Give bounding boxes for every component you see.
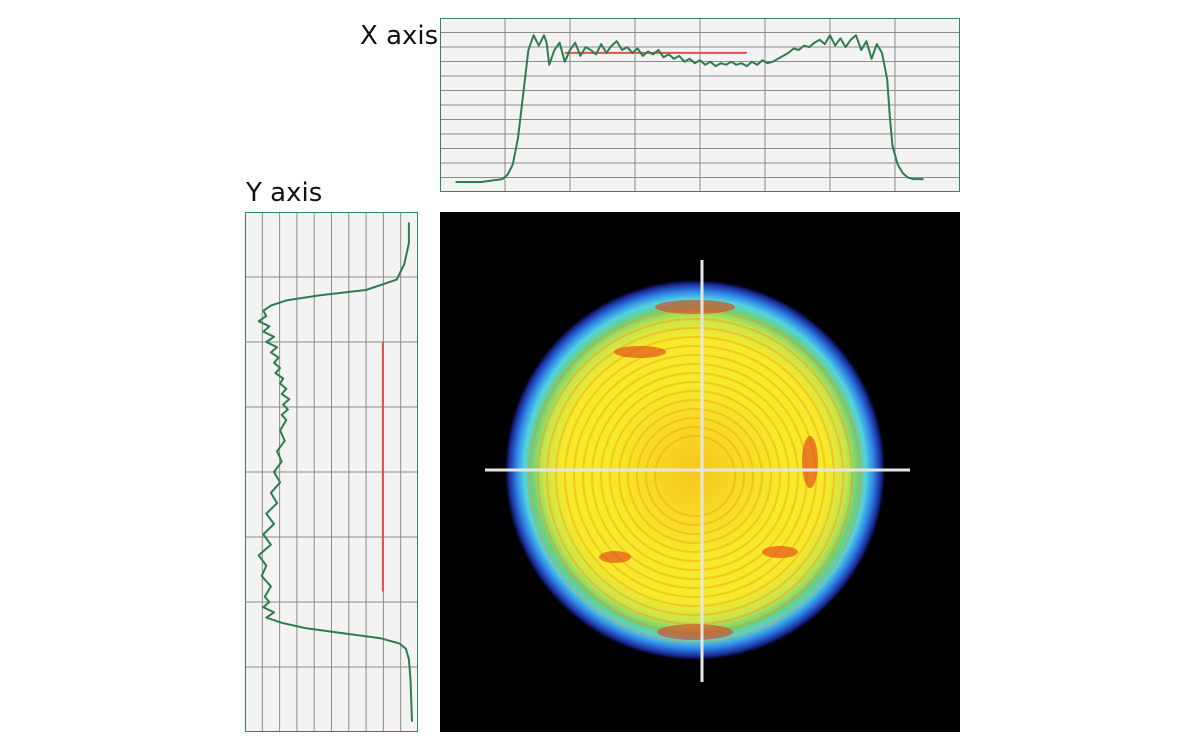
hot-spot (657, 624, 733, 640)
hot-spot (614, 346, 666, 358)
interference-ring (609, 390, 781, 562)
interference-ring (591, 372, 799, 580)
interference-ring (564, 345, 826, 607)
interference-ring (600, 381, 790, 571)
x-axis-title: X axis (360, 21, 439, 51)
hot-spot (762, 546, 798, 558)
hot-spot (655, 300, 735, 314)
x-profile-line (455, 34, 924, 183)
y-profile-line (257, 222, 413, 722)
hot-spot (802, 436, 818, 488)
y-axis-title: Y axis (246, 178, 323, 208)
interference-ring (618, 399, 772, 553)
interference-ring (627, 408, 763, 544)
interference-ring (645, 426, 745, 526)
hot-spot (599, 551, 631, 563)
interference-ring (636, 417, 754, 535)
y-axis-profile-chart (245, 212, 418, 732)
x-axis-profile-chart (440, 18, 960, 192)
interference-ring (555, 336, 835, 616)
beam-intensity-image (440, 212, 960, 732)
interference-ring (654, 435, 736, 517)
